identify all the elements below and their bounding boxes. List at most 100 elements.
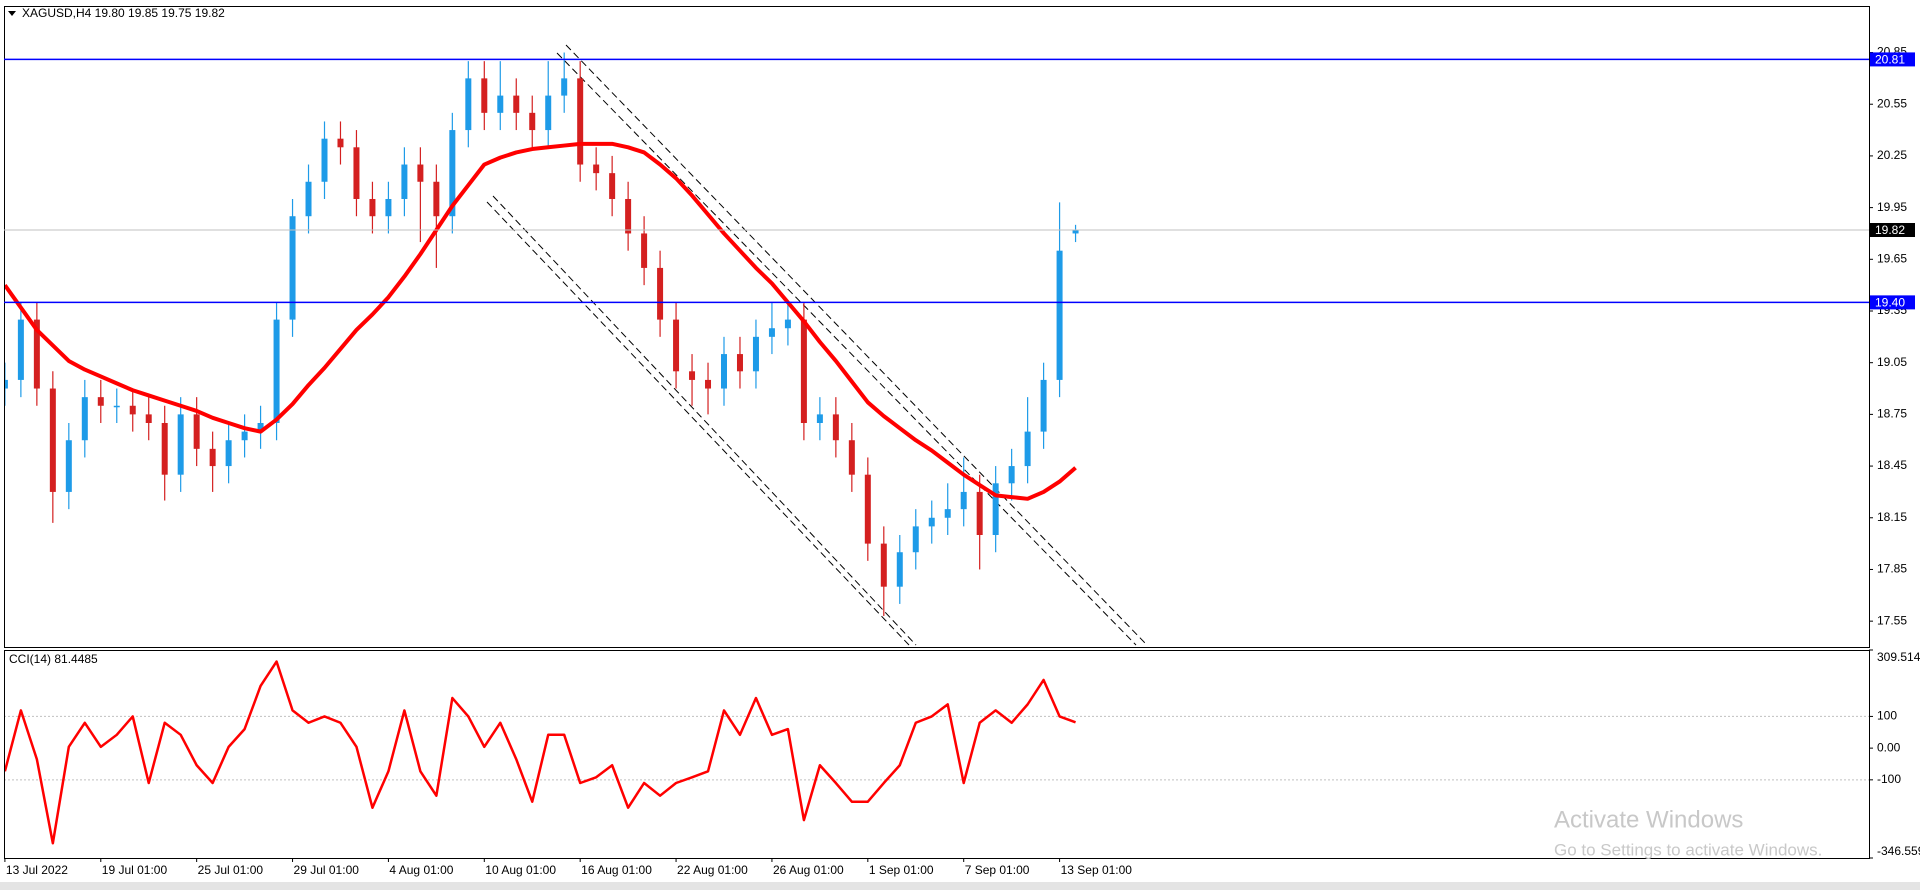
- price-label-box: [1870, 223, 1915, 238]
- x-tick-label: 13 Jul 2022: [6, 863, 68, 877]
- candle-body: [800, 319, 807, 423]
- candle-body: [497, 95, 504, 113]
- main-panel: [4, 6, 1870, 648]
- x-tick-label: 10 Aug 01:00: [485, 863, 556, 877]
- candle-body: [33, 319, 40, 389]
- y-tick-label: 19.65: [1877, 251, 1907, 265]
- candle-body: [97, 397, 104, 406]
- candle-body: [625, 198, 632, 234]
- candle-body: [481, 78, 488, 113]
- y-tick-label: 20.55: [1877, 96, 1907, 110]
- candle-body: [369, 198, 376, 217]
- candle-body: [113, 405, 120, 408]
- candle-body: [752, 336, 759, 372]
- y-tick-label: 19.05: [1877, 355, 1907, 369]
- x-tick-label: 26 Aug 01:00: [773, 863, 844, 877]
- candle-body: [721, 354, 727, 389]
- price-plot: [5, 52, 1079, 616]
- channel: [486, 44, 1146, 646]
- y-tick-label: 17.85: [1877, 562, 1907, 576]
- candle-body: [177, 414, 184, 475]
- y-tick-label: 309.514: [1877, 650, 1920, 664]
- candle-body: [385, 198, 392, 217]
- y-tick-label: -100: [1877, 772, 1901, 786]
- candle-body: [241, 431, 248, 441]
- candle-body: [465, 78, 472, 131]
- candle-body: [193, 414, 200, 449]
- chart-title: XAGUSD,H4 19.80 19.85 19.75 19.82: [22, 6, 225, 20]
- candle-body: [209, 448, 216, 467]
- candle-body: [545, 95, 552, 131]
- candle-body: [609, 173, 616, 199]
- candle-body: [1072, 230, 1079, 234]
- candle-body: [145, 414, 152, 423]
- candle-body: [832, 414, 839, 441]
- moving-average: [5, 141, 1077, 501]
- candle-body: [401, 164, 408, 199]
- candle-body: [353, 147, 360, 199]
- candle-body: [49, 388, 56, 492]
- candle-body: [65, 440, 72, 492]
- candle-body: [577, 78, 584, 165]
- candle-body: [992, 483, 999, 535]
- candle-body: [768, 328, 775, 337]
- candle-body: [529, 112, 536, 131]
- candle-body: [848, 440, 855, 475]
- candle-body: [17, 319, 24, 380]
- candle-body: [321, 138, 328, 182]
- collapse-icon[interactable]: [8, 11, 16, 16]
- candle-body: [81, 397, 88, 441]
- price-label: 20.81: [1875, 53, 1905, 67]
- candle-body: [784, 319, 791, 329]
- candle-body: [1024, 431, 1031, 467]
- cci-panel: [4, 650, 1870, 859]
- y-tick-label: 17.55: [1877, 613, 1907, 627]
- candle-body: [673, 319, 680, 372]
- candle-body: [129, 405, 136, 415]
- candle-body: [944, 509, 951, 518]
- watermark-subtitle: Go to Settings to activate Windows.: [1554, 840, 1822, 859]
- cci-plot: [5, 660, 1869, 845]
- trend-line: [486, 201, 910, 646]
- candle-body: [689, 371, 696, 380]
- x-tick-label: 16 Aug 01:00: [581, 863, 652, 877]
- price-label-box: [1870, 52, 1915, 67]
- trend-line: [492, 195, 917, 646]
- candle-body: [433, 181, 440, 217]
- candle-body: [736, 354, 743, 372]
- candle-body: [5, 379, 8, 389]
- watermark-title: Activate Windows: [1554, 806, 1743, 833]
- tab-bar: [0, 882, 1920, 890]
- candle-body: [593, 164, 600, 174]
- candle-body: [928, 517, 935, 527]
- candle-body: [561, 78, 568, 96]
- x-tick-label: 4 Aug 01:00: [389, 863, 453, 877]
- y-tick-label: -346.559: [1877, 844, 1920, 858]
- candle-body: [641, 233, 648, 268]
- candle-body: [257, 422, 264, 432]
- price-label: 19.82: [1875, 223, 1905, 237]
- x-tick-label: 22 Aug 01:00: [677, 863, 748, 877]
- candle-body: [513, 95, 520, 113]
- candle-body: [657, 267, 664, 320]
- candle-body: [816, 414, 823, 423]
- y-tick-label: 100: [1877, 709, 1897, 723]
- y-tick-label: 18.75: [1877, 407, 1907, 421]
- candle-body: [1008, 466, 1015, 484]
- y-tick-label: 20.25: [1877, 148, 1907, 162]
- x-tick-label: 1 Sep 01:00: [869, 863, 934, 877]
- candle-body: [337, 138, 344, 148]
- cci-line: [5, 660, 1076, 845]
- x-tick-label: 7 Sep 01:00: [965, 863, 1030, 877]
- candle-body: [864, 474, 871, 544]
- candle-body: [1056, 250, 1063, 380]
- indicator-title: CCI(14) 81.4485: [9, 652, 98, 666]
- candle-body: [273, 319, 280, 423]
- trend-line: [556, 52, 1137, 646]
- x-tick-label: 13 Sep 01:00: [1061, 863, 1133, 877]
- trend-line: [565, 44, 1146, 644]
- candle-body: [960, 491, 967, 510]
- candle-body: [305, 181, 312, 217]
- y-tick-label: 18.45: [1877, 458, 1907, 472]
